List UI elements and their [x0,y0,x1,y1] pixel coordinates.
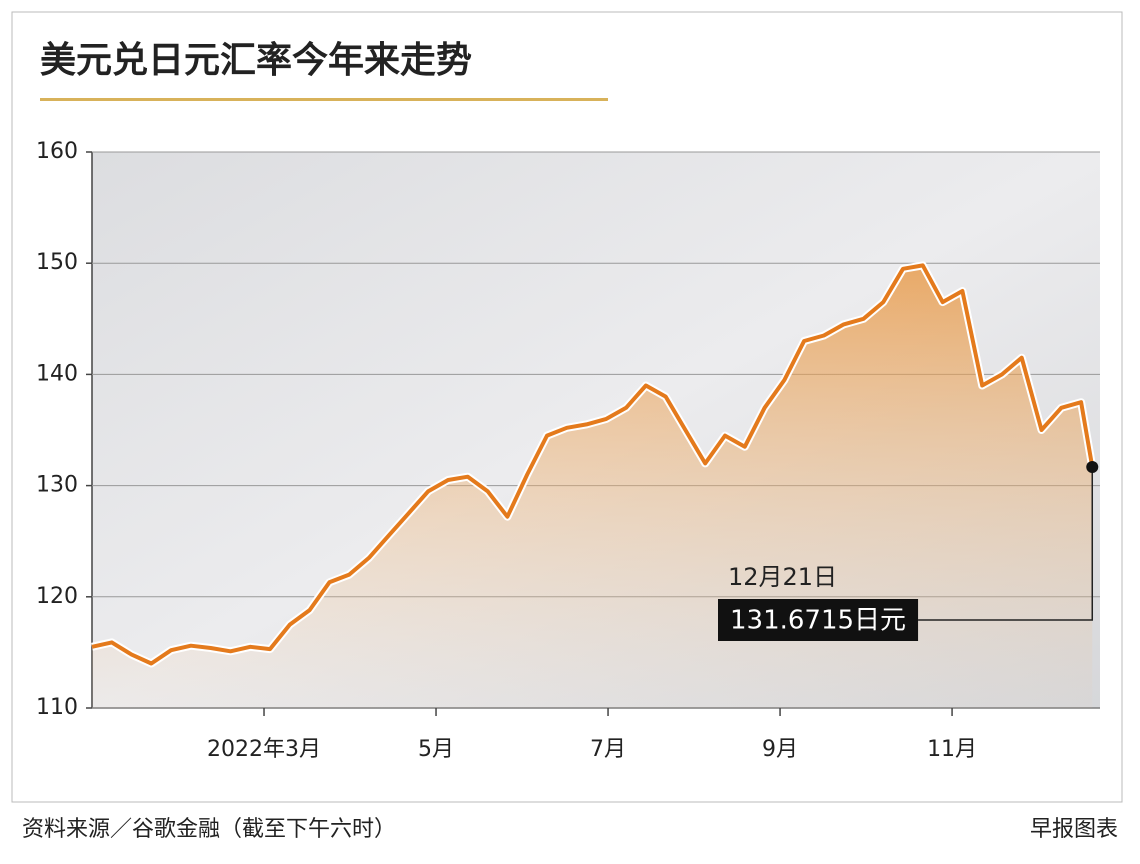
chart-title: 美元兑日元汇率今年来走势 [40,40,472,81]
annotation-leader [918,467,1094,621]
x-tick-label: 11月 [927,737,977,762]
y-tick-label: 140 [36,361,78,386]
x-tick-label: 7月 [590,737,626,762]
annotation-label: 131.6715日元 [730,606,906,636]
line [91,263,1095,666]
annotation-box [718,599,919,641]
x-tick-label: 2022年3月 [207,737,321,762]
x-tick-label: 5月 [418,737,454,762]
credit: 早报图表 [1030,817,1118,842]
title-rule [40,98,608,101]
y-tick-label: 130 [36,473,78,498]
plot: 110 120 130 140 150 160 2022年3月 5月 7月 9月 11月 12月21日… [36,139,1100,762]
annotation-date: 12月21日 [728,563,837,591]
line-area [92,265,1093,708]
x-tick-label: 9月 [762,737,798,762]
y-tick-label: 150 [36,250,78,275]
frame [11,11,1123,803]
source: 资料来源／谷歌金融（截至下午六时） [22,817,396,842]
y-tick-label: 120 [36,584,78,609]
y-tick-label: 110 [36,695,78,720]
last-point [1086,461,1099,474]
y-tick-label: 160 [36,139,78,164]
